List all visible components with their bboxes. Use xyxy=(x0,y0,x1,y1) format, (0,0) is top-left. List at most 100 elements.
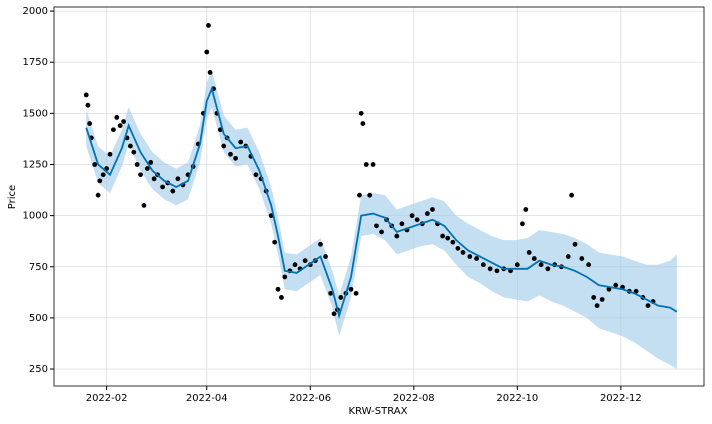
y-tick-label: 1250 xyxy=(23,159,48,170)
observed-point xyxy=(591,295,597,300)
observed-point xyxy=(238,139,244,145)
observed-point xyxy=(370,162,376,167)
observed-point xyxy=(302,258,308,264)
observed-point xyxy=(97,178,103,184)
observed-point xyxy=(645,303,651,309)
observed-point xyxy=(633,288,639,294)
observed-point xyxy=(292,262,298,268)
x-tick-label: 2022-12 xyxy=(600,393,642,404)
observed-point xyxy=(520,221,525,227)
observed-point xyxy=(545,266,551,272)
observed-point xyxy=(430,207,435,212)
observed-point xyxy=(85,102,91,108)
x-tick-label: 2022-04 xyxy=(186,393,228,404)
observed-point xyxy=(233,155,238,161)
y-tick-label: 1750 xyxy=(23,57,48,68)
forecast-line xyxy=(85,86,678,320)
observed-point xyxy=(221,143,227,149)
observed-point xyxy=(474,256,479,261)
observed-point xyxy=(409,213,415,219)
observed-point xyxy=(127,143,133,149)
observed-point xyxy=(204,49,210,55)
observed-point xyxy=(151,176,157,182)
observed-point xyxy=(526,250,532,255)
observed-point xyxy=(207,70,213,75)
observed-point xyxy=(138,172,143,178)
observed-point xyxy=(318,241,323,247)
observed-point xyxy=(445,235,451,241)
y-tick-label: 250 xyxy=(29,364,48,375)
observed-point xyxy=(594,303,600,309)
observed-point xyxy=(606,286,612,292)
observed-point xyxy=(353,290,359,296)
y-tick-label: 2000 xyxy=(23,6,48,17)
observed-point xyxy=(121,119,126,124)
observed-point xyxy=(160,184,166,190)
observed-point xyxy=(95,192,101,198)
observed-point xyxy=(275,286,281,292)
x-tick-label: 2022-08 xyxy=(393,393,435,404)
x-tick-label: 2022-02 xyxy=(86,393,128,404)
observed-point xyxy=(367,192,373,198)
observed-point xyxy=(414,217,420,223)
observed-point xyxy=(450,239,456,245)
observed-point xyxy=(579,256,585,261)
observed-point xyxy=(131,149,137,155)
observed-point xyxy=(399,221,405,227)
observed-point xyxy=(440,233,446,239)
y-axis-label: Price xyxy=(7,185,18,209)
observed-point xyxy=(565,254,571,259)
observed-point xyxy=(358,110,364,116)
y-tick-label: 1500 xyxy=(23,108,48,119)
observed-point xyxy=(599,297,605,302)
observed-point xyxy=(279,295,284,300)
y-tick-label: 500 xyxy=(29,313,48,324)
observed-point xyxy=(282,274,288,280)
observed-point xyxy=(394,233,400,239)
observed-point xyxy=(379,229,384,235)
observed-point xyxy=(360,121,366,126)
observed-point xyxy=(141,202,147,208)
observed-point xyxy=(253,172,259,178)
observed-point xyxy=(613,282,619,288)
observed-point xyxy=(114,115,120,120)
y-tick-label: 1000 xyxy=(23,211,48,222)
observed-point xyxy=(134,162,140,167)
observed-point xyxy=(480,262,486,268)
observed-point xyxy=(206,23,211,28)
observed-point xyxy=(363,162,369,167)
observed-point xyxy=(374,223,379,229)
observed-point xyxy=(148,160,154,165)
y-tick-label: 750 xyxy=(29,262,48,273)
observed-point xyxy=(338,295,344,300)
observed-point xyxy=(357,192,362,198)
observed-point xyxy=(175,176,181,182)
observed-point xyxy=(107,151,113,157)
observed-point xyxy=(494,268,500,274)
observed-point xyxy=(569,192,575,198)
observed-point xyxy=(455,245,461,251)
observed-point xyxy=(572,241,578,247)
observed-point xyxy=(348,286,354,292)
observed-point xyxy=(83,92,89,98)
observed-point xyxy=(538,262,544,268)
observed-point xyxy=(586,262,591,268)
observed-point xyxy=(523,207,529,212)
observed-point xyxy=(170,188,176,194)
observed-point xyxy=(228,151,233,157)
x-tick-label: 2022-06 xyxy=(289,393,331,404)
observed-point xyxy=(100,172,106,178)
observed-point xyxy=(323,254,328,259)
observed-point xyxy=(117,123,123,129)
plot-frame xyxy=(53,6,705,387)
observed-point xyxy=(487,266,493,272)
observed-point xyxy=(424,211,430,216)
observed-point xyxy=(331,311,337,317)
observed-point xyxy=(467,254,473,259)
observed-point xyxy=(144,166,150,171)
observed-point xyxy=(272,239,278,245)
observed-point xyxy=(460,250,466,255)
observed-point xyxy=(110,127,116,133)
